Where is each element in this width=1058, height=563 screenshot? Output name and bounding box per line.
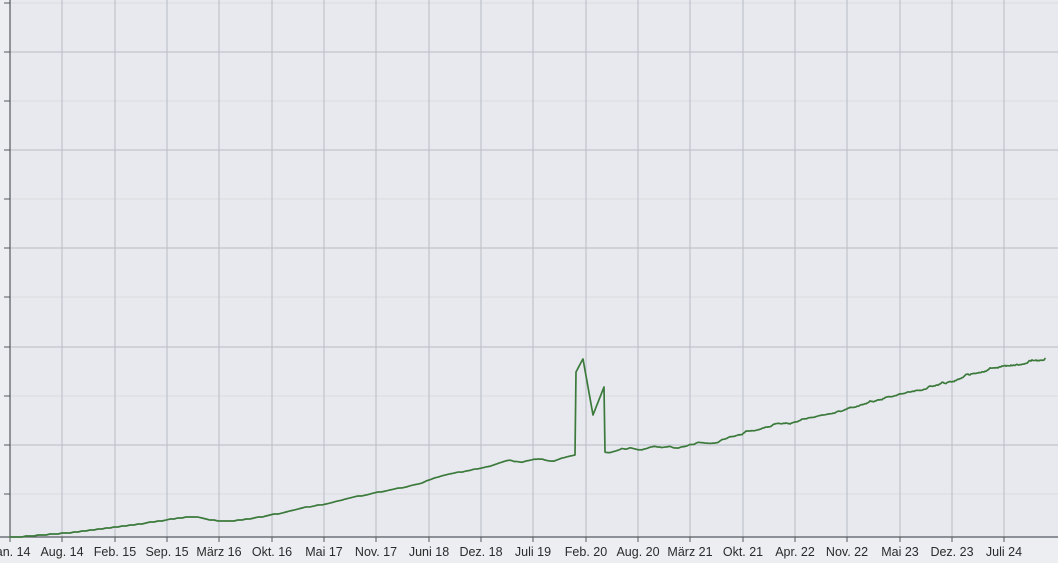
x-tick-label: Juli 19: [515, 545, 551, 559]
x-tick-label: Aug. 20: [616, 545, 659, 559]
x-axis-tick-marks: [9, 537, 1005, 542]
y-axis-tick-marks: [4, 2, 10, 495]
x-tick-label: Apr. 22: [775, 545, 815, 559]
horizontal-gridlines: [10, 51, 1058, 446]
minor-gridlines: [10, 2, 1058, 495]
x-tick-label: März 21: [667, 545, 712, 559]
x-tick-label: Juli 24: [986, 545, 1022, 559]
x-tick-label: Feb. 15: [94, 545, 136, 559]
x-tick-label: Dez. 18: [459, 545, 502, 559]
x-tick-label: Mai 17: [305, 545, 343, 559]
price-line-series: [9, 357, 1046, 538]
vertical-gridlines: [61, 0, 1005, 537]
x-tick-label: März 16: [196, 545, 241, 559]
x-tick-label: Okt. 16: [252, 545, 292, 559]
x-tick-label: Dez. 23: [930, 545, 973, 559]
x-tick-label: Jan. 14: [0, 545, 31, 559]
x-tick-label: Feb. 20: [565, 545, 607, 559]
x-tick-label: Juni 18: [409, 545, 449, 559]
x-tick-label: Aug. 14: [40, 545, 83, 559]
plot-area-background: [10, 0, 1058, 537]
x-axis-tick-labels: Jan. 14 Aug. 14 Feb. 15 Sep. 15 März 16 Okt. …: [0, 545, 1022, 559]
x-tick-label: Mai 23: [881, 545, 919, 559]
x-tick-label: Nov. 17: [355, 545, 397, 559]
x-tick-label: Sep. 15: [145, 545, 188, 559]
x-tick-label: Nov. 22: [826, 545, 868, 559]
x-tick-label: Okt. 21: [723, 545, 763, 559]
